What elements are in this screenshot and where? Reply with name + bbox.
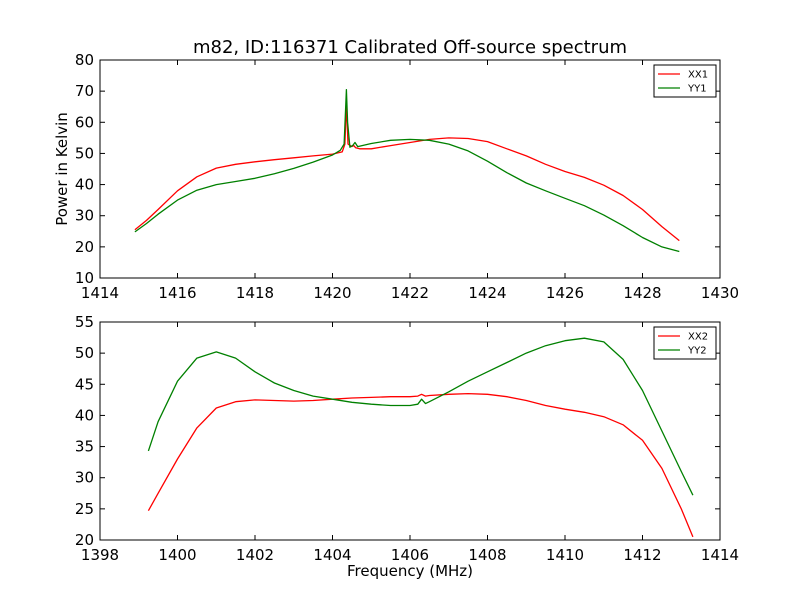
y-tick-label: 70 bbox=[75, 82, 94, 100]
y-tick-label: 80 bbox=[75, 51, 94, 69]
x-tick-label: 1414 bbox=[701, 546, 739, 564]
y-tick-label: 30 bbox=[75, 207, 94, 225]
series-line-yy2 bbox=[147, 337, 694, 496]
y-tick-label: 25 bbox=[75, 500, 94, 518]
y-tick-label: 60 bbox=[75, 113, 94, 131]
bottom-subplot: 1398 1400 1402 1404 1406 1408 1410 1412 1414 20 25… bbox=[75, 313, 739, 564]
x-tick-label: 1410 bbox=[546, 546, 584, 564]
legend-label-xx2: XX2 bbox=[688, 332, 708, 343]
x-tick-label: 1430 bbox=[701, 284, 739, 302]
y-tick-label: 50 bbox=[75, 144, 94, 162]
series-line-yy1 bbox=[134, 88, 680, 253]
x-tick-label: 1424 bbox=[468, 284, 506, 302]
x-tick-label: 1416 bbox=[158, 284, 196, 302]
x-tick-label: 1400 bbox=[158, 546, 196, 564]
series-line-xx2 bbox=[147, 392, 694, 538]
y-tick-label: 20 bbox=[75, 238, 94, 256]
x-tick-label: 1398 bbox=[81, 546, 119, 564]
series-line-xx1 bbox=[134, 102, 680, 242]
y-tick-label: 10 bbox=[75, 269, 94, 287]
x-axis-label: Frequency (MHz) bbox=[347, 562, 473, 580]
x-tick-label: 1422 bbox=[391, 284, 429, 302]
y-tick-label: 55 bbox=[75, 313, 94, 331]
chart-title: m82, ID:116371 Calibrated Off-source spe… bbox=[193, 37, 627, 58]
x-tick-label: 1408 bbox=[468, 546, 506, 564]
y-tick-label: 40 bbox=[75, 176, 94, 194]
x-tick-label: 1402 bbox=[236, 546, 274, 564]
legend-label-xx1: XX1 bbox=[688, 70, 708, 81]
legend-box bbox=[653, 64, 717, 98]
y-tick-label: 50 bbox=[75, 344, 94, 362]
x-tick-label: 1426 bbox=[546, 284, 584, 302]
top-subplot: 1414 1416 1418 1420 1422 1424 1426 1428 1430 10 20… bbox=[75, 51, 739, 302]
x-tick-label: 1412 bbox=[623, 546, 661, 564]
y-tick-label: 20 bbox=[75, 531, 94, 549]
legend-label-yy1: YY1 bbox=[687, 84, 707, 95]
y-tick-label: 35 bbox=[75, 438, 94, 456]
y-axis-label: Power in Kelvin bbox=[53, 112, 71, 226]
legend-box bbox=[653, 326, 717, 360]
x-tick-label: 1418 bbox=[236, 284, 274, 302]
x-tick-label: 1428 bbox=[623, 284, 661, 302]
x-tick-label: 1406 bbox=[391, 546, 429, 564]
x-tick-label: 1420 bbox=[313, 284, 351, 302]
legend-label-yy2: YY2 bbox=[687, 346, 707, 357]
y-tick-label: 30 bbox=[75, 469, 94, 487]
x-tick-label: 1414 bbox=[81, 284, 119, 302]
x-tick-label: 1404 bbox=[313, 546, 351, 564]
y-tick-label: 45 bbox=[75, 375, 94, 393]
y-tick-label: 40 bbox=[75, 406, 94, 424]
